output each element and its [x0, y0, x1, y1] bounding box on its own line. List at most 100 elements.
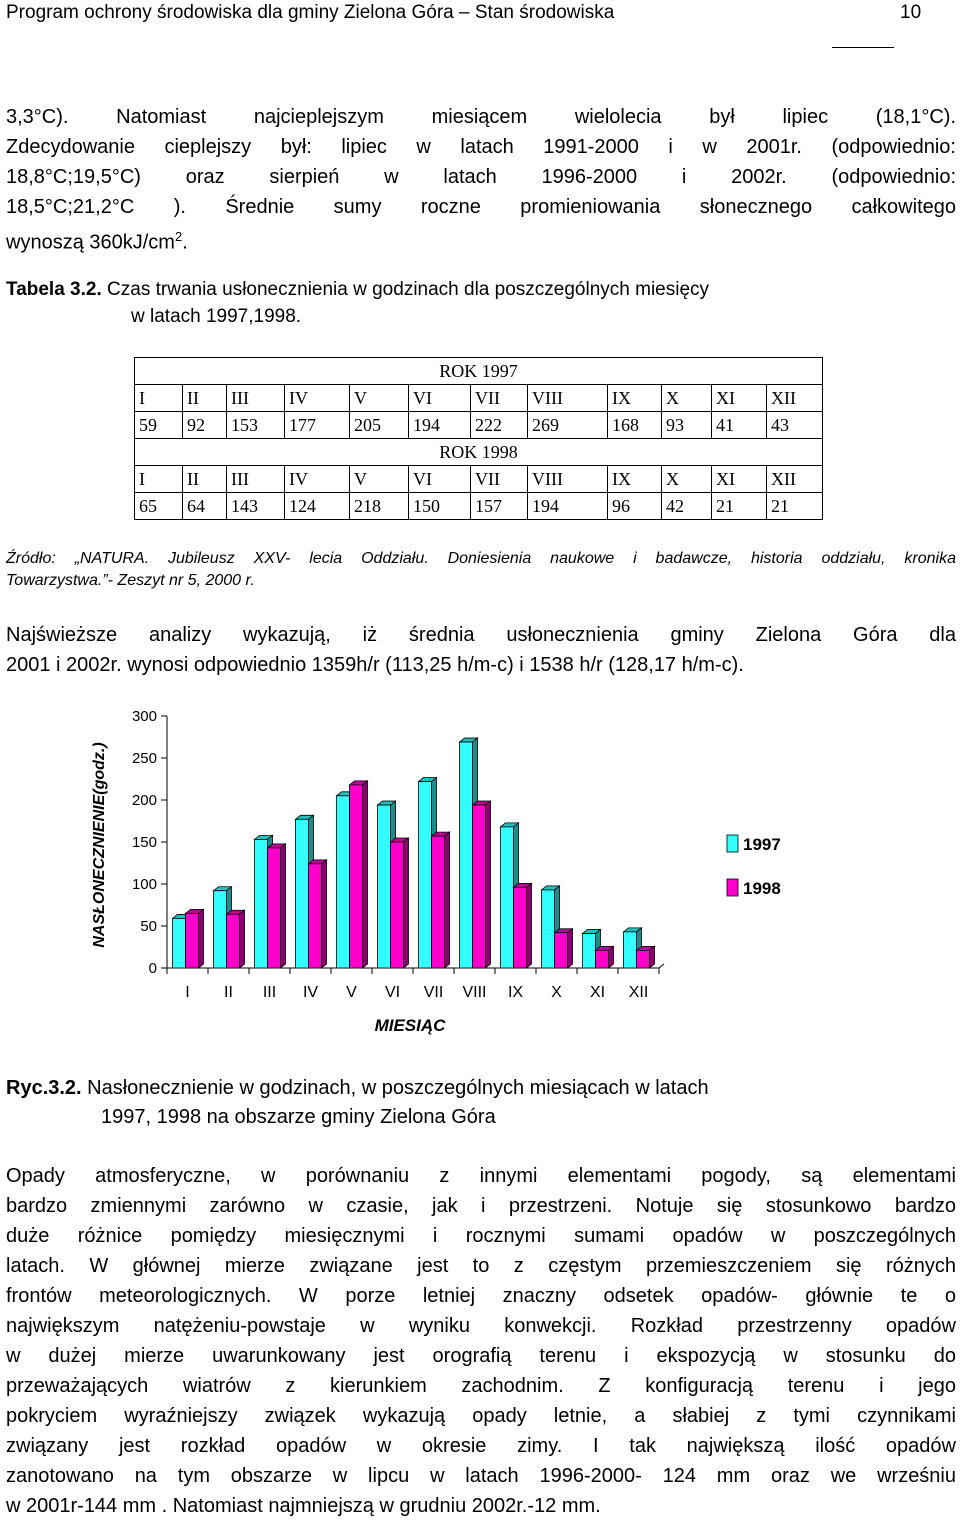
value-cell: 143	[226, 492, 285, 520]
value-row: 59 92 153 177 205 194 222 269 168 93 41 43	[134, 411, 823, 439]
value-cell: 157	[470, 492, 528, 520]
figure-caption-text: Nasłonecznienie w godzinach, w poszczegó…	[81, 1077, 709, 1099]
bar-1998	[554, 932, 568, 969]
bar-1997	[623, 931, 637, 969]
table-body: ROK 1997 I II III IV V VI VII VIII IX X XI XII 59 92 15…	[134, 357, 823, 520]
bar-side-1998	[649, 945, 655, 969]
bar-1997	[213, 890, 227, 969]
value-cell: 93	[661, 411, 712, 439]
text-line: pokryciem wyraźniejszy związek wykazują …	[6, 1405, 956, 1427]
month-cell: VI	[408, 384, 471, 412]
value-cell: 205	[349, 411, 409, 439]
legend-label: 1997	[743, 835, 781, 854]
x-axis-depth	[658, 963, 665, 969]
x-tick-label: I	[185, 984, 189, 1001]
y-axis-label: NASŁONECZNIENIE(godz.)	[91, 742, 108, 947]
bar-1998	[226, 913, 240, 969]
summary-paragraph: Najświeższe analizy wykazują, iż średnia…	[6, 620, 956, 680]
bar-side-1998	[526, 882, 532, 969]
bar-1998	[185, 912, 199, 969]
y-tick-label: 200	[132, 792, 157, 809]
month-row: I II III IV V VI VII VIII IX X XI XII	[134, 384, 823, 412]
source-note: Źródło: „NATURA. Jubileusz XXV- lecia Od…	[6, 548, 956, 592]
y-tick-label: 50	[140, 918, 157, 935]
bar-1997	[500, 826, 514, 969]
value-cell: 168	[607, 411, 662, 439]
sunshine-table: ROK 1997 I II III IV V VI VII VIII IX X XI XII 59 92 15…	[134, 357, 823, 520]
bar-side-1998	[608, 945, 614, 969]
value-cell: 41	[711, 411, 767, 439]
bar-1998	[349, 784, 363, 969]
figure-caption: Ryc.3.2. Nasłonecznienie w godzinach, w …	[6, 1074, 709, 1132]
month-cell: XI	[711, 465, 767, 493]
text-line: bardzo zmiennymi zarówno w czasie, jak i…	[6, 1195, 956, 1217]
bar-1997	[172, 918, 186, 969]
month-cell: IV	[284, 384, 350, 412]
bar-side-1998	[198, 908, 204, 969]
month-cell: I	[134, 465, 183, 493]
month-cell: XII	[766, 384, 823, 412]
value-cell: 43	[766, 411, 823, 439]
value-cell: 96	[607, 492, 662, 520]
month-cell: II	[182, 384, 227, 412]
text-line: 3,3°C). Natomiast najcieplejszym miesiąc…	[6, 106, 956, 128]
value-cell: 42	[661, 492, 712, 520]
bar-1997	[336, 795, 350, 969]
text-line: Najświeższe analizy wykazują, iż średnia…	[6, 624, 956, 646]
value-cell: 21	[711, 492, 767, 520]
bar-side-1998	[321, 859, 327, 969]
text-line: Zdecydowanie cieplejszy był: lipiec w la…	[6, 136, 956, 158]
value-row: 65 64 143 124 218 150 157 194 96 42 21 21	[134, 492, 823, 520]
month-cell: II	[182, 465, 227, 493]
x-tick-label: X	[551, 984, 562, 1001]
bar-side-1998	[239, 909, 245, 969]
value-cell: 21	[766, 492, 823, 520]
value-cell: 65	[134, 492, 183, 520]
text-fragment: .	[182, 231, 188, 254]
month-cell: VIII	[527, 465, 608, 493]
bar-1998	[472, 804, 486, 969]
text-line: wynoszą 360kJ/cm2.	[6, 222, 956, 254]
figure-caption-line: Ryc.3.2. Nasłonecznienie w godzinach, w …	[6, 1074, 709, 1103]
y-tick-label: 0	[149, 960, 157, 977]
month-cell: V	[349, 465, 409, 493]
month-cell: VI	[408, 465, 471, 493]
table-caption-line: Tabela 3.2. Czas trwania usłonecznienia …	[6, 276, 709, 303]
bar-1997	[377, 804, 391, 969]
header-title: Program ochrony środowiska dla gminy Zie…	[6, 2, 615, 23]
bar-1998	[513, 886, 527, 969]
text-fragment: wynoszą 360kJ/cm	[6, 231, 175, 254]
x-tick-label: VII	[424, 984, 444, 1001]
month-cell: VII	[470, 384, 528, 412]
x-tick-label: II	[224, 984, 233, 1001]
x-tick-label: III	[263, 984, 276, 1001]
value-cell: 194	[527, 492, 608, 520]
value-cell: 269	[527, 411, 608, 439]
year-header: ROK 1997	[134, 357, 823, 385]
bar-side-1998	[403, 837, 409, 969]
month-cell: X	[661, 465, 712, 493]
x-tick-label: VIII	[462, 984, 486, 1001]
body-paragraph: Opady atmosferyczne, w porównaniu z inny…	[6, 1161, 956, 1521]
month-cell: XI	[711, 384, 767, 412]
text-line: Źródło: „NATURA. Jubileusz XXV- lecia Od…	[6, 550, 956, 567]
legend-swatch-1998	[726, 878, 739, 897]
value-cell: 218	[349, 492, 409, 520]
table-caption-line: w latach 1997,1998.	[131, 306, 302, 327]
superscript: 2	[174, 229, 183, 244]
month-cell: IX	[607, 465, 662, 493]
bar-1997	[541, 889, 555, 969]
text-line: frontów meteorologicznych. W porze letni…	[6, 1285, 956, 1307]
table-label: Tabela 3.2.	[6, 279, 102, 300]
value-cell: 150	[408, 492, 471, 520]
bar-1998	[267, 847, 281, 969]
month-cell: III	[226, 384, 285, 412]
bar-side-1998	[280, 843, 286, 969]
bar-1998	[636, 949, 650, 969]
x-tick-label: XII	[629, 984, 649, 1001]
month-cell: IV	[284, 465, 350, 493]
x-axis-label: MIESIĄC	[375, 1016, 447, 1035]
legend-label: 1998	[743, 879, 781, 898]
month-cell: V	[349, 384, 409, 412]
